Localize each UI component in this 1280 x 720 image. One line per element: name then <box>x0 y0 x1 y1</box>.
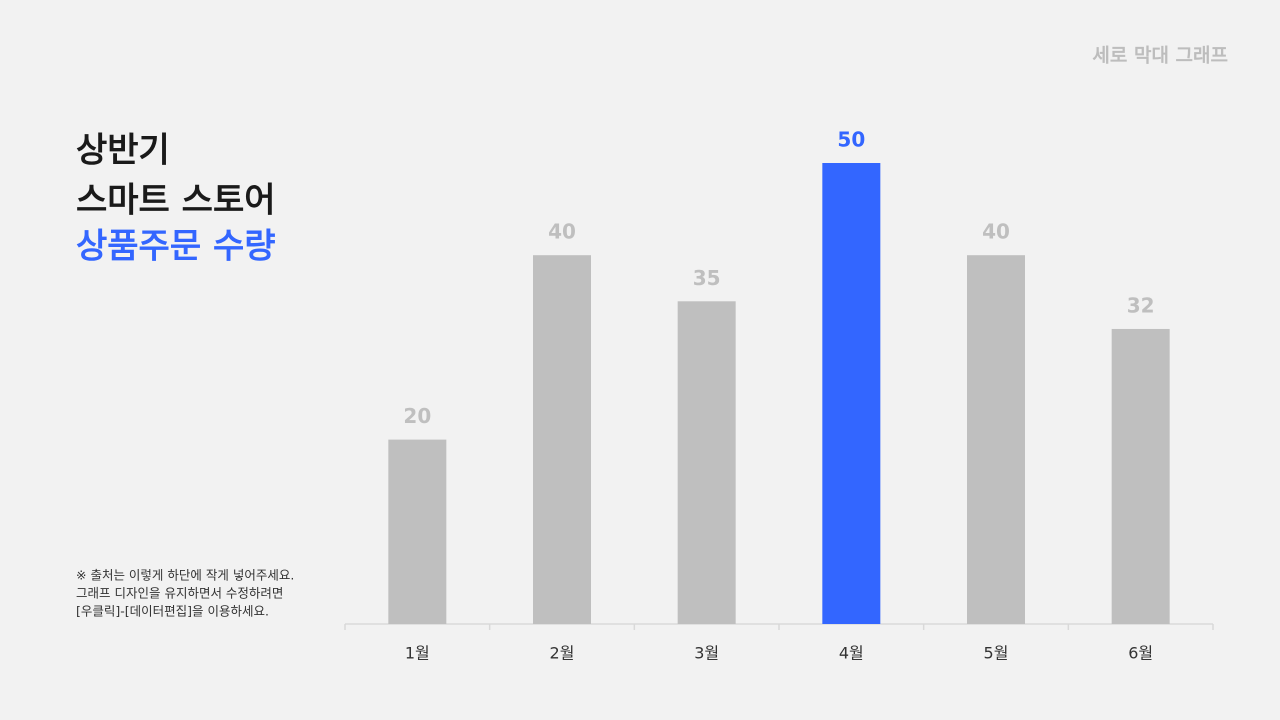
title-line: 스마트 스토어 <box>76 181 276 221</box>
value-label: 35 <box>693 266 721 290</box>
note-line: [우클릭]-[데이터편집]을 이용하세요. <box>76 604 269 619</box>
bar <box>1111 328 1170 624</box>
x-tick-label: 1월 <box>405 644 430 663</box>
bar <box>967 255 1025 624</box>
x-tick-label: 6월 <box>1128 644 1153 663</box>
x-tick-label: 4월 <box>839 644 864 663</box>
bar <box>677 301 736 624</box>
note-line: ※ 출처는 이렇게 하단에 작게 넣어주세요. <box>76 568 294 583</box>
title-line: 상반기 <box>76 131 170 171</box>
title-line: 상품주문 수량 <box>76 227 276 267</box>
value-label: 40 <box>982 220 1010 244</box>
bar <box>533 255 591 624</box>
value-label: 20 <box>403 404 431 428</box>
x-tick-label: 2월 <box>550 644 575 663</box>
note-line: 그래프 디자인을 유지하면서 수정하려면 <box>76 586 283 601</box>
slide-tag: 세로 막대 그래프 <box>1092 45 1228 67</box>
bar <box>822 163 881 624</box>
x-tick-label: 3월 <box>694 644 719 663</box>
value-label: 50 <box>837 128 865 152</box>
x-tick-label: 5월 <box>984 644 1009 663</box>
value-label: 40 <box>548 220 576 244</box>
bar <box>388 439 447 624</box>
value-label: 32 <box>1127 293 1155 317</box>
chart: 1월 20 2월 40 3월 35 4월 50 5월 40 6월 32 <box>344 128 1214 663</box>
